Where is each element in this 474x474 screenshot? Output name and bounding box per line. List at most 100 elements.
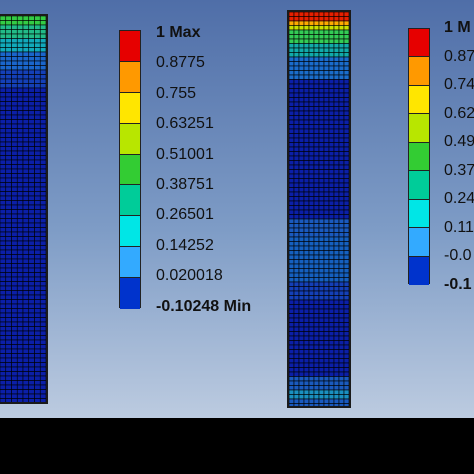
mesh-cell: [323, 43, 330, 49]
mesh-cell: [333, 12, 340, 17]
mesh-cell: [0, 245, 7, 251]
mesh-cell: [39, 204, 46, 210]
mesh-cell: [313, 47, 320, 53]
mesh-cell: [343, 344, 349, 350]
mesh-cell: [16, 308, 24, 314]
mesh-cell: [34, 20, 41, 26]
mesh-cell: [289, 43, 295, 49]
mesh-cell: [0, 254, 7, 260]
mesh-cell: [323, 277, 330, 283]
mesh-cell: [303, 115, 310, 121]
mesh-cell: [343, 142, 349, 148]
mesh-cell: [34, 33, 41, 39]
mesh-cell: [323, 61, 330, 67]
mesh-cell: [0, 200, 7, 206]
mesh-model-left[interactable]: [0, 14, 48, 404]
mesh-cell: [11, 204, 18, 210]
mesh-cell: [5, 92, 12, 98]
mesh-cell: [298, 178, 305, 184]
mesh-cell: [313, 254, 320, 260]
mesh-cell: [323, 74, 330, 80]
mesh-cell: [16, 384, 24, 390]
mesh-cell: [308, 380, 315, 386]
mesh-cell: [34, 272, 41, 278]
mesh-cell: [293, 322, 300, 328]
mesh-cell: [293, 160, 300, 166]
mesh-cell: [318, 389, 325, 395]
bottom-bar: [0, 418, 474, 474]
mesh-cell: [308, 353, 315, 359]
mesh-cell: [34, 366, 41, 372]
mesh-cell: [328, 232, 335, 238]
mesh-cell: [28, 366, 35, 372]
mesh-cell: [293, 340, 300, 346]
mesh-cell: [318, 403, 325, 406]
mesh-cell: [289, 29, 295, 35]
mesh-cell: [5, 182, 12, 188]
mesh-cell: [313, 128, 320, 134]
mesh-cell: [28, 114, 35, 120]
mesh-cell: [313, 286, 320, 292]
mesh-cell: [28, 204, 35, 210]
mesh-cell: [313, 20, 320, 26]
mesh-cell: [293, 326, 300, 332]
mesh-cell: [289, 218, 295, 224]
mesh-cell: [338, 376, 345, 382]
mesh-cell: [298, 218, 305, 224]
mesh-cell: [34, 317, 41, 323]
mesh-cell: [293, 290, 300, 296]
mesh-cell: [333, 38, 340, 44]
mesh-cell: [16, 362, 24, 368]
mesh-cell: [318, 169, 325, 175]
mesh-cell: [313, 259, 320, 265]
graphics-viewport[interactable]: 1 Max 0.8775 0.755 0.63251 0.51001 0.38751 0.2…: [0, 0, 474, 418]
mesh-cell: [343, 403, 349, 406]
mesh-cell: [16, 38, 24, 44]
mesh-cell: [289, 83, 295, 89]
mesh-cell: [5, 33, 12, 39]
mesh-cell: [303, 34, 310, 40]
mesh-cell: [5, 272, 12, 278]
mesh-cell: [22, 155, 30, 161]
mesh-cell: [298, 349, 305, 355]
mesh-cell: [323, 259, 330, 265]
mesh-cell: [308, 344, 315, 350]
mesh-cell: [34, 263, 41, 269]
mesh-cell: [338, 281, 345, 287]
mesh-cell: [34, 42, 41, 48]
mesh-cell: [303, 376, 310, 382]
mesh-cell: [0, 281, 7, 287]
mesh-cell: [328, 385, 335, 391]
mesh-cell: [28, 195, 35, 201]
mesh-cell: [323, 272, 330, 278]
mesh-cell: [318, 128, 325, 134]
mesh-cell: [0, 60, 7, 66]
mesh-cell: [338, 173, 345, 179]
mesh-cell: [289, 191, 295, 197]
mesh-cell: [338, 349, 345, 355]
mesh-cell: [323, 281, 330, 287]
mesh-cell: [298, 124, 305, 130]
mesh-cell: [303, 214, 310, 220]
mesh-cell: [11, 137, 18, 143]
legend-swatch: [120, 216, 140, 248]
mesh-cell: [328, 137, 335, 143]
mesh-cell: [5, 186, 12, 192]
mesh-cell: [39, 65, 46, 71]
mesh-model-right[interactable]: [287, 10, 351, 408]
mesh-cell: [293, 133, 300, 139]
mesh-cell: [16, 74, 24, 80]
mesh-cell: [308, 133, 315, 139]
mesh-cell: [28, 335, 35, 341]
mesh-cell: [28, 321, 35, 327]
mesh-cell: [11, 191, 18, 197]
mesh-cell: [293, 164, 300, 170]
mesh-cell: [0, 191, 7, 197]
mesh-cell: [22, 78, 30, 84]
mesh-cell: [338, 29, 345, 35]
mesh-cell: [28, 218, 35, 224]
mesh-cell: [328, 16, 335, 22]
mesh-cell: [39, 47, 46, 53]
mesh-cell: [298, 142, 305, 148]
mesh-cell: [11, 245, 18, 251]
